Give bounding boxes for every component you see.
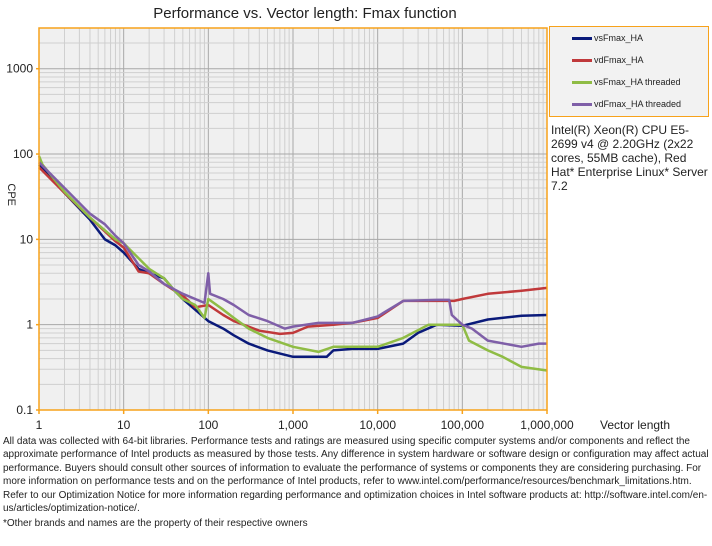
x-tick-label: 10 bbox=[117, 418, 131, 432]
y-tick-label: 0.1 bbox=[16, 403, 33, 417]
legend-item: vsFmax_HA bbox=[572, 33, 643, 43]
x-tick-label: 1,000,000 bbox=[520, 418, 574, 432]
legend-item: vdFmax_HA bbox=[572, 55, 644, 65]
legend-label: vdFmax_HA threaded bbox=[594, 99, 682, 109]
legend-label: vsFmax_HA threaded bbox=[594, 77, 681, 87]
legend-swatch bbox=[572, 36, 592, 40]
disclaimer-text: All data was collected with 64-bit libra… bbox=[3, 436, 709, 515]
x-axis-label: Vector length bbox=[600, 418, 671, 432]
x-tick-label: 100,000 bbox=[441, 418, 485, 432]
series-line-vsfmax-ha bbox=[38, 163, 548, 359]
y-tick-label: 10 bbox=[20, 232, 34, 246]
x-tick-label: 1 bbox=[36, 418, 43, 432]
chart-title: Performance vs. Vector length: Fmax func… bbox=[153, 5, 457, 22]
legend-swatch bbox=[572, 58, 592, 62]
x-tick-label: 10,000 bbox=[359, 418, 396, 432]
legend-swatch bbox=[572, 102, 592, 106]
legend-item: vsFmax_HA threaded bbox=[572, 77, 681, 87]
y-tick-label: 1000 bbox=[6, 62, 33, 76]
legend-item: vdFmax_HA threaded bbox=[572, 99, 681, 109]
x-tick-label: 1,000 bbox=[278, 418, 308, 432]
series-line-vdfmax-ha-threaded bbox=[38, 161, 547, 349]
y-tick-label: 100 bbox=[13, 147, 33, 161]
trademark-text: *Other brands and names are the property… bbox=[3, 518, 308, 529]
legend-label: vsFmax_HA bbox=[594, 33, 644, 43]
legend-swatch bbox=[572, 80, 592, 84]
y-tick-label: 1 bbox=[26, 318, 33, 332]
y-axis-label: CPE bbox=[5, 183, 17, 206]
x-tick-label: 100 bbox=[198, 418, 218, 432]
legend: vsFmax_HA vdFmax_HA vsFmax_HA threaded vdFm… bbox=[549, 26, 709, 117]
legend-label: vdFmax_HA bbox=[594, 55, 644, 65]
system-annotation: Intel(R) Xeon(R) CPU E5-2699 v4 @ 2.20GH… bbox=[551, 123, 708, 193]
